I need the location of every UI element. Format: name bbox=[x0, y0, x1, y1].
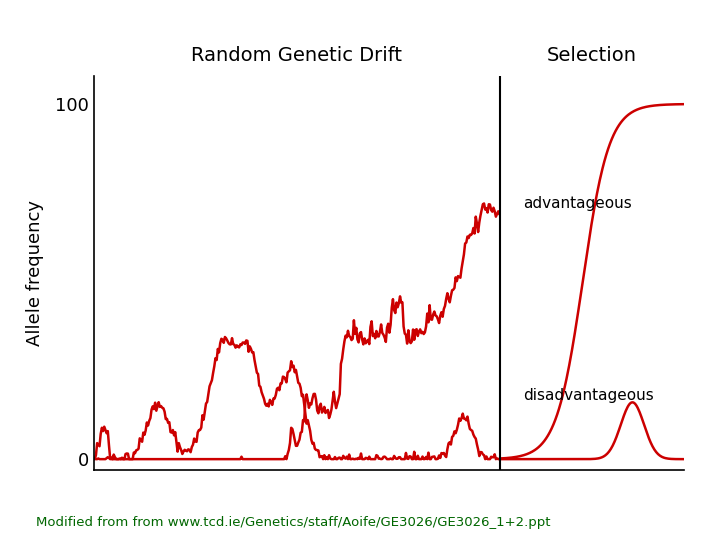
Y-axis label: Allele frequency: Allele frequency bbox=[26, 200, 44, 346]
Text: Random Genetic Drift: Random Genetic Drift bbox=[192, 46, 402, 65]
Text: Selection: Selection bbox=[547, 46, 637, 65]
Text: advantageous: advantageous bbox=[523, 196, 632, 211]
Text: Modified from from www.tcd.ie/Genetics/staff/Aoife/GE3026/GE3026_1+2.ppt: Modified from from www.tcd.ie/Genetics/s… bbox=[36, 516, 551, 529]
Text: disadvantageous: disadvantageous bbox=[523, 388, 654, 403]
